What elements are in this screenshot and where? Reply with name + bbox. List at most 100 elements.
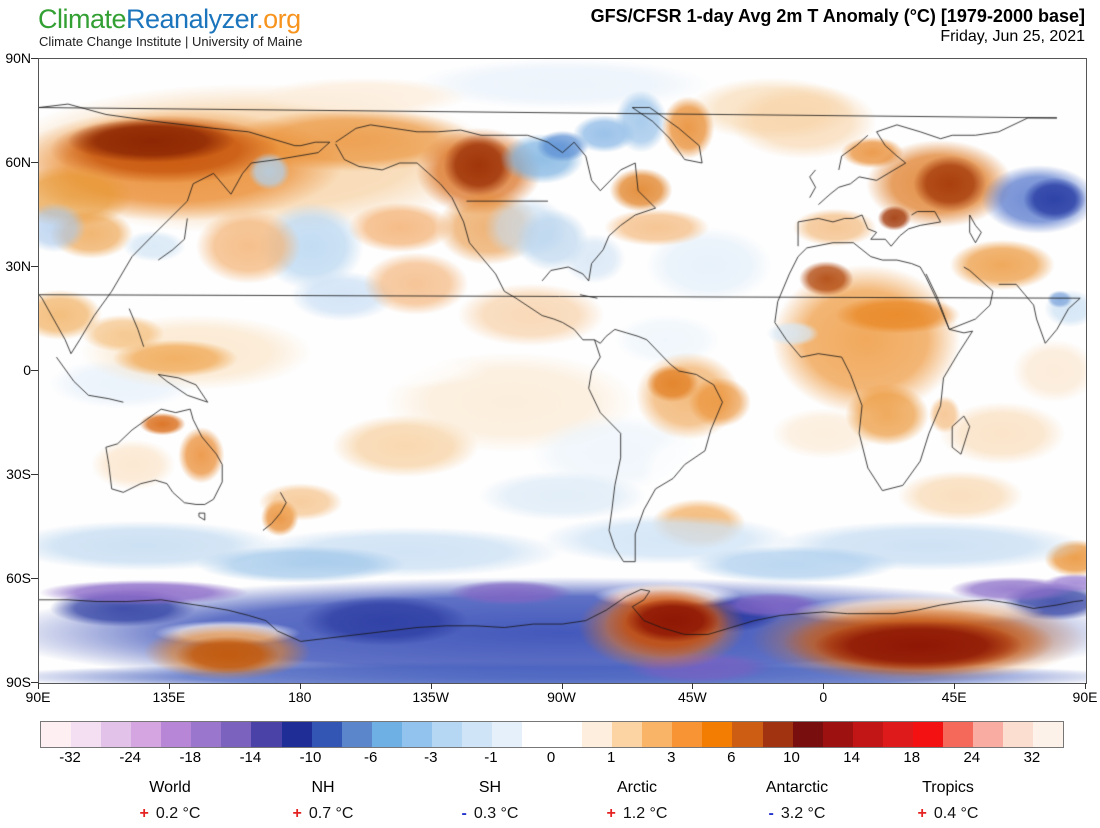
- colorbar-swatch-30: [942, 722, 973, 747]
- stat-world: World +0.2 °C: [100, 775, 240, 827]
- colorbar-label-10: 10: [783, 749, 800, 766]
- stat-label: SH: [478, 779, 502, 796]
- stat-value: +0.2 °C: [100, 801, 240, 827]
- lon-label-135W: 135W: [412, 689, 449, 705]
- colorbar-swatch-12: [401, 722, 432, 747]
- lon-label-45W: 45W: [677, 689, 707, 705]
- colorbar-swatch-25: [792, 722, 823, 747]
- stat-value: -0.3 °C: [420, 801, 560, 827]
- stat-sign: +: [917, 805, 927, 822]
- stat-value: +0.4 °C: [878, 801, 1018, 827]
- colorbar-swatch-32: [1003, 722, 1034, 747]
- stat-label: NH: [311, 779, 335, 796]
- colorbar-swatch-23: [732, 722, 763, 747]
- colorbar-swatch-18: [582, 722, 613, 747]
- colorbar-swatch-22: [702, 722, 733, 747]
- colorbar-swatch-8: [281, 722, 312, 747]
- world-anomaly-map: [39, 59, 1086, 683]
- stat-value: -3.2 °C: [727, 801, 867, 827]
- lon-tick: [299, 683, 301, 689]
- colorbar-label--3: -3: [424, 749, 438, 766]
- lon-label-90E: 90E: [1072, 689, 1098, 705]
- lat-tick: [31, 474, 38, 476]
- stat-label: Antarctic: [765, 779, 829, 796]
- logo-climate: Climate: [38, 4, 127, 34]
- colorbar-swatch-6: [221, 722, 252, 747]
- lat-tick: [31, 577, 38, 579]
- site-logo[interactable]: ClimateReanalyzer.org: [38, 4, 301, 35]
- stat-number: 0.4 °C: [933, 805, 979, 822]
- logo-reanalyzer: Reanalyzer: [126, 4, 257, 34]
- colorbar-swatch-5: [191, 722, 222, 747]
- lat-label-90S: 90S: [6, 674, 31, 690]
- stat-sign: -: [461, 805, 467, 822]
- lon-tick: [692, 683, 694, 689]
- map-title: GFS/CFSR 1-day Avg 2m T Anomaly (°C) [19…: [590, 6, 1085, 26]
- colorbar-label-3: 3: [667, 749, 676, 766]
- colorbar: [40, 721, 1064, 748]
- colorbar-swatch-33: [1033, 722, 1064, 747]
- lat-tick: [31, 265, 38, 267]
- lat-tick: [31, 370, 38, 371]
- colorbar-label--14: -14: [239, 749, 262, 766]
- lon-tick: [823, 683, 825, 689]
- lat-label-60S: 60S: [6, 569, 31, 586]
- lat-label-30S: 30S: [6, 466, 31, 483]
- colorbar-swatch-1: [71, 722, 102, 747]
- stat-label: Arctic: [617, 779, 657, 796]
- lat-tick: [31, 58, 38, 59]
- colorbar-swatch-9: [311, 722, 342, 747]
- lon-tick: [430, 683, 432, 689]
- lon-tick: [1085, 683, 1086, 689]
- logo-org: .org: [256, 4, 301, 34]
- lat-label-90N: 90N: [5, 50, 31, 66]
- colorbar-swatch-28: [882, 722, 913, 747]
- stat-value: +0.7 °C: [253, 801, 393, 827]
- lon-tick: [38, 683, 39, 689]
- lon-label-45E: 45E: [941, 689, 967, 705]
- stat-sign: +: [606, 805, 616, 822]
- stat-tropics: Tropics +0.4 °C: [878, 775, 1018, 827]
- colorbar-swatch-10: [341, 722, 372, 747]
- colorbar-label-0: 0: [546, 749, 556, 766]
- lat-tick: [31, 682, 38, 683]
- stat-number: 0.2 °C: [155, 805, 201, 822]
- lat-tick: [31, 162, 38, 164]
- map-date: Friday, Jun 25, 2021: [940, 28, 1085, 45]
- stat-sign: +: [292, 805, 302, 822]
- lon-label-180: 180: [288, 689, 312, 705]
- colorbar-swatch-19: [612, 722, 643, 747]
- stat-sign: -: [768, 805, 774, 822]
- colorbar-swatch-7: [251, 722, 282, 747]
- colorbar-label-18: 18: [903, 749, 921, 766]
- stat-number: 3.2 °C: [780, 805, 826, 822]
- stat-sign: +: [139, 805, 149, 822]
- colorbar-swatch-29: [912, 722, 943, 747]
- colorbar-swatch-13: [431, 722, 462, 747]
- stat-antarctic: Antarctic -3.2 °C: [727, 775, 867, 827]
- colorbar-label-24: 24: [963, 749, 981, 766]
- lat-label-0: 0: [23, 362, 31, 378]
- institute-subtitle: Climate Change Institute | University of…: [39, 34, 303, 49]
- colorbar-label-32: 32: [1023, 749, 1041, 766]
- colorbar-label-6: 6: [727, 749, 736, 766]
- colorbar-swatch-14: [461, 722, 492, 747]
- colorbar-swatch-17: [552, 722, 583, 747]
- colorbar-swatch-3: [131, 722, 162, 747]
- colorbar-swatch-21: [672, 722, 703, 747]
- colorbar-swatch-11: [371, 722, 402, 747]
- colorbar-label--10: -10: [299, 749, 322, 766]
- lat-label-60N: 60N: [5, 154, 31, 171]
- stat-sh: SH -0.3 °C: [420, 775, 560, 827]
- lon-tick: [168, 683, 170, 689]
- colorbar-swatch-26: [822, 722, 853, 747]
- lat-label-30N: 30N: [5, 257, 31, 274]
- lon-tick: [561, 683, 563, 689]
- colorbar-label-1: 1: [606, 749, 616, 766]
- colorbar-swatch-16: [522, 722, 553, 747]
- colorbar-label--18: -18: [179, 749, 202, 766]
- colorbar-label--6: -6: [363, 749, 378, 766]
- stat-number: 0.7 °C: [308, 805, 354, 822]
- stat-nh: NH +0.7 °C: [253, 775, 393, 827]
- colorbar-swatch-15: [491, 722, 522, 747]
